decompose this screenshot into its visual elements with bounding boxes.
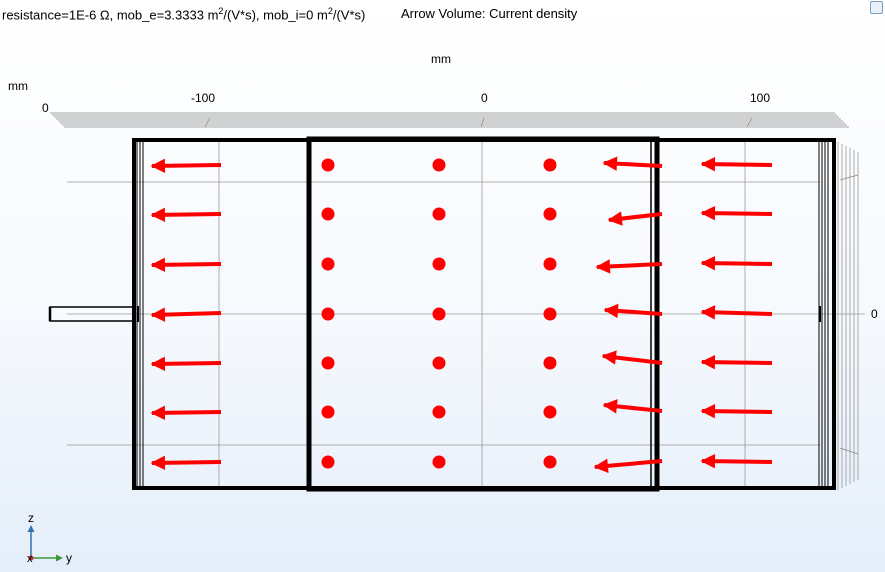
top-axis-tick-minus100: -100: [191, 91, 216, 105]
point-marker-2-1: [543, 207, 557, 221]
arrow-right-0: [700, 156, 773, 172]
arrow-left-4: [150, 356, 222, 372]
arrow-mid-5: [602, 399, 663, 414]
arrow-right-6: [700, 453, 773, 469]
arrow-mid-1: [607, 211, 663, 226]
point-marker-2-5: [543, 405, 557, 419]
arrow-left-5: [150, 405, 222, 421]
arrow-right-4: [700, 354, 773, 370]
point-marker-2-6: [543, 455, 557, 469]
point-marker-1-6: [432, 455, 446, 469]
point-marker-2-0: [543, 158, 557, 172]
axis-layers: [50, 112, 859, 490]
top-axis-tick-0: 0: [481, 91, 488, 105]
arrow-mid-3: [603, 303, 663, 319]
arrow-left-3: [150, 307, 222, 322]
left-axis-tick-0: 0: [42, 101, 49, 115]
point-marker-0-2: [321, 257, 335, 271]
params-exp1: 2: [218, 6, 224, 16]
params-exp2: 2: [327, 6, 333, 16]
parameter-readout: resistance=1E-6 Ω, mob_e=3.3333 m2/(V*s)…: [2, 6, 365, 22]
arrow-left-2: [150, 257, 222, 273]
arrow-mid-2: [595, 259, 663, 274]
arrow-left-6: [150, 455, 222, 471]
point-marker-2-3: [543, 307, 557, 321]
point-marker-0-0: [321, 158, 335, 172]
params-suffix: /(V*s): [332, 7, 366, 23]
point-marker-2-2: [543, 257, 557, 271]
y-axis-arrow-icon: [56, 554, 63, 562]
view-toggle-icon[interactable]: [870, 1, 883, 14]
arrow-left-0: [150, 158, 222, 174]
arrow-left-1: [150, 207, 222, 223]
arrow-right-1: [700, 205, 773, 221]
arrow-right-3: [700, 305, 773, 320]
left-axis-unit: mm: [8, 79, 28, 93]
geometry-outline: [48, 136, 836, 492]
arrow-right-5: [700, 403, 773, 419]
point-marker-2-4: [543, 356, 557, 370]
plot-title: Arrow Volume: Current density: [401, 6, 578, 21]
arrow-field: [150, 156, 773, 474]
z-axis-label: z: [28, 511, 34, 525]
right-axis-tick-0: 0: [871, 307, 878, 321]
point-marker-1-0: [432, 158, 446, 172]
arrow-mid-6: [593, 458, 663, 474]
top-axis-tick-100: 100: [750, 91, 771, 105]
point-marker-0-4: [321, 356, 335, 370]
axis-triad: z x y: [27, 511, 72, 565]
arrow-mid-0: [602, 156, 663, 171]
z-axis-arrow-icon: [27, 525, 35, 532]
point-marker-1-2: [432, 257, 446, 271]
arrow-mid-4: [601, 350, 663, 365]
params-mid: /(V*s), mob_i=0 m: [223, 7, 328, 23]
y-axis-label: y: [66, 551, 72, 565]
point-marker-1-1: [432, 207, 446, 221]
point-field: [321, 158, 557, 469]
point-marker-1-4: [432, 356, 446, 370]
params-prefix: resistance=1E-6 Ω, mob_e=3.3333 m: [2, 7, 219, 23]
point-marker-0-6: [321, 455, 335, 469]
point-marker-1-3: [432, 307, 446, 321]
top-axis-unit: mm: [431, 52, 451, 66]
x-axis-label: x: [27, 553, 33, 565]
point-marker-0-1: [321, 207, 335, 221]
x-axis-dot-icon: [28, 555, 34, 561]
arrow-right-2: [700, 255, 773, 271]
point-marker-0-3: [321, 307, 335, 321]
point-marker-1-5: [432, 405, 446, 419]
point-marker-0-5: [321, 405, 335, 419]
